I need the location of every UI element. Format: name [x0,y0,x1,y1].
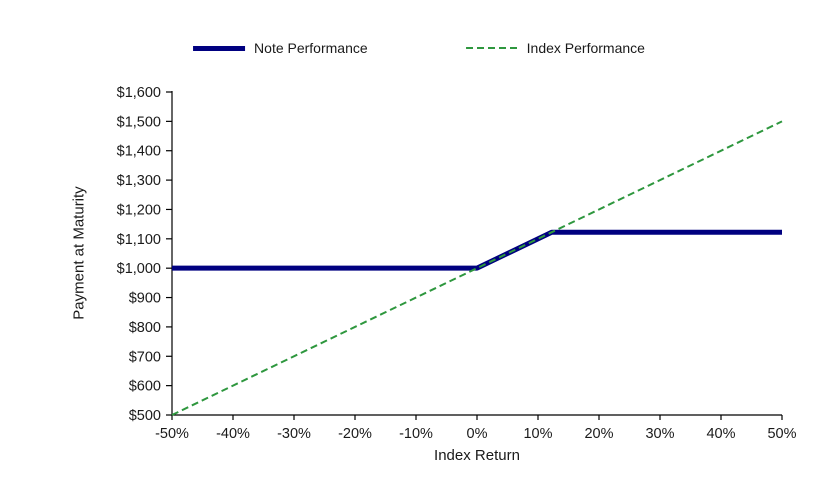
x-tick-label: 10% [523,426,552,442]
y-tick-label: $600 [129,379,161,395]
y-tick-label: $900 [129,291,161,307]
y-tick-label: $1,100 [117,232,161,248]
legend: Note Performance Index Performance [193,40,645,56]
y-axis-title: Payment at Maturity [70,186,88,320]
y-tick-label: $800 [129,320,161,336]
x-tick-label: -30% [277,426,311,442]
legend-item-index-performance: Index Performance [465,40,645,56]
x-tick-label: 0% [467,426,488,442]
x-tick-label: 40% [706,426,735,442]
x-tick-label: -50% [155,426,189,442]
index-performance-line [171,120,783,416]
y-tick-label: $1,000 [117,261,161,277]
note-performance-line-sample [193,45,246,51]
x-tick-label: -20% [338,426,372,442]
legend-item-note-performance: Note Performance [193,40,368,56]
y-tick-label: $1,600 [117,85,161,101]
legend-label-note-performance: Note Performance [254,40,368,56]
y-tick-label: $700 [129,349,161,365]
y-tick-label: $1,200 [117,202,161,218]
y-tick-label: $1,300 [117,173,161,189]
x-tick-label: 30% [645,426,674,442]
index-performance-line-sample [465,47,518,49]
legend-label-index-performance: Index Performance [526,40,645,56]
y-tick-label: $1,500 [117,114,161,130]
x-axis-title: Index Return [434,447,520,464]
note-performance-line [172,229,782,271]
x-tick-label: 50% [767,426,796,442]
y-tick-label: $1,400 [117,144,161,160]
x-tick-label: 20% [584,426,613,442]
y-tick-label: $500 [129,408,161,424]
x-tick-label: -10% [399,426,433,442]
x-tick-label: -40% [216,426,250,442]
